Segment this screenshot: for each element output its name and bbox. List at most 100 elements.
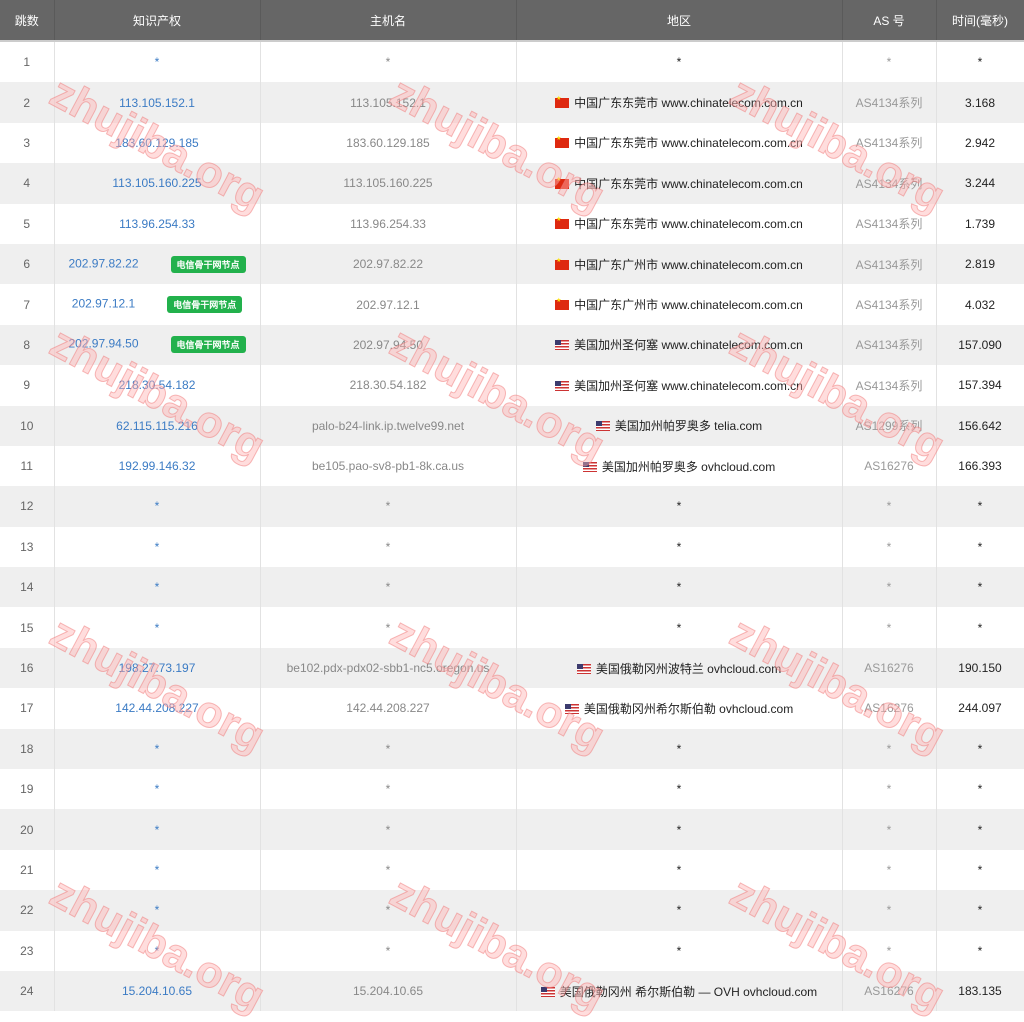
hop-number: 19: [0, 769, 55, 810]
hop-number: 4: [0, 163, 55, 204]
ip-link[interactable]: 113.96.254.33: [119, 216, 195, 231]
flag-us-icon: [555, 380, 570, 391]
table-header: 跳数 知识产权 主机名 地区 AS 号 时间(毫秒): [0, 0, 1024, 42]
as-number: AS4134系列: [842, 82, 937, 123]
as-number: AS4134系列: [842, 324, 937, 366]
ip-cell: *: [54, 890, 261, 931]
header-region[interactable]: 地区: [516, 0, 843, 42]
header-ip[interactable]: 知识产权: [54, 0, 261, 42]
latency: 190.150: [936, 647, 1024, 689]
as-number: AS4134系列: [842, 163, 937, 204]
table-row: 24 15.204.10.65 15.204.10.65 美国俄勒冈州 希尔斯伯…: [0, 970, 1024, 1012]
ip-cell: 202.97.12.1 电信骨干网节点: [54, 284, 261, 325]
as-number: AS16276: [842, 688, 937, 729]
ip-link[interactable]: 202.97.12.1: [71, 296, 136, 311]
hop-number: 17: [0, 688, 55, 729]
region-text: 美国加州帕罗奥多 telia.com: [614, 419, 763, 434]
region-cell: *: [516, 809, 843, 850]
header-hop[interactable]: 跳数: [0, 0, 55, 42]
region-text: *: [676, 822, 682, 837]
region-cell: 中国广东广州市 www.chinatelecom.com.cn: [516, 284, 843, 325]
hostname: *: [260, 890, 517, 931]
latency: 166.393: [936, 445, 1024, 487]
ip-link[interactable]: *: [154, 55, 160, 70]
as-number: *: [842, 486, 937, 527]
region-cell: 美国俄勒冈州希尔斯伯勒 ovhcloud.com: [516, 688, 843, 729]
table-row: 8 202.97.94.50 电信骨干网节点 202.97.94.50 美国加州圣…: [0, 324, 1024, 366]
header-as[interactable]: AS 号: [842, 0, 937, 42]
ip-link[interactable]: 113.105.160.225: [112, 176, 202, 191]
ip-cell: *: [54, 486, 261, 527]
latency: 3.168: [936, 82, 1024, 123]
ip-link[interactable]: 183.60.129.185: [115, 135, 199, 150]
latency: 244.097: [936, 688, 1024, 729]
ip-link[interactable]: *: [154, 580, 160, 595]
region-cell: 美国加州帕罗奥多 telia.com: [516, 405, 843, 446]
hop-number: 9: [0, 365, 55, 406]
ip-cell: 183.60.129.185: [54, 122, 261, 164]
as-number: *: [842, 567, 937, 608]
ip-link[interactable]: 142.44.208.227: [115, 701, 199, 716]
flag-us-icon: [582, 461, 597, 472]
region-cell: 中国广东东莞市 www.chinatelecom.com.cn: [516, 163, 843, 204]
table-row: 19 * * * * *: [0, 769, 1024, 810]
hostname: *: [260, 849, 517, 891]
region-cell: 中国广东东莞市 www.chinatelecom.com.cn: [516, 122, 843, 164]
hop-number: 23: [0, 930, 55, 971]
header-hostname[interactable]: 主机名: [260, 0, 517, 42]
ip-link[interactable]: 62.115.115.216: [116, 418, 198, 433]
as-number: *: [842, 809, 937, 850]
region-text: 美国加州帕罗奥多 ovhcloud.com: [601, 459, 776, 474]
ip-link[interactable]: *: [154, 620, 160, 635]
table-row: 23 * * * * *: [0, 930, 1024, 971]
flag-us-icon: [564, 703, 579, 714]
latency: 157.394: [936, 365, 1024, 406]
ip-cell: 113.105.152.1: [54, 82, 261, 123]
ip-link[interactable]: 113.105.152.1: [119, 95, 195, 110]
as-number: AS1299系列: [842, 405, 937, 446]
table-row: 20 * * * * *: [0, 809, 1024, 850]
as-number: AS4134系列: [842, 284, 937, 325]
ip-link[interactable]: *: [154, 822, 160, 837]
latency: *: [936, 567, 1024, 608]
latency: *: [936, 486, 1024, 527]
as-number: AS4134系列: [842, 365, 937, 406]
as-number: *: [842, 769, 937, 810]
table-row: 22 * * * * *: [0, 890, 1024, 931]
latency: *: [936, 809, 1024, 850]
header-time[interactable]: 时间(毫秒): [936, 0, 1024, 42]
ip-link[interactable]: *: [154, 863, 160, 877]
table-row: 6 202.97.82.22 电信骨干网节点 202.97.82.22 中国广东广…: [0, 243, 1024, 285]
region-cell: *: [516, 41, 843, 83]
region-cell: *: [516, 486, 843, 527]
ip-link[interactable]: 202.97.82.22: [68, 256, 139, 271]
hop-number: 13: [0, 526, 55, 568]
flag-us-icon: [576, 663, 591, 674]
hostname: *: [260, 526, 517, 568]
flag-us-icon: [595, 421, 610, 432]
latency: *: [936, 849, 1024, 891]
ip-cell: 202.97.82.22 电信骨干网节点: [54, 243, 261, 285]
ip-link[interactable]: *: [154, 782, 160, 797]
latency: 2.819: [936, 243, 1024, 285]
region-text: *: [676, 499, 682, 514]
ip-link[interactable]: 198.27.73.197: [118, 661, 196, 676]
region-text: 中国广东广州市 www.chinatelecom.com.cn: [574, 298, 803, 313]
ip-cell: *: [54, 567, 261, 608]
ip-link[interactable]: 202.97.94.50: [68, 337, 139, 352]
ip-link[interactable]: *: [154, 903, 160, 918]
ip-link[interactable]: 192.99.146.32: [118, 459, 196, 474]
ip-link[interactable]: *: [154, 539, 160, 554]
ip-link[interactable]: 15.204.10.65: [121, 984, 193, 999]
hostname: 142.44.208.227: [260, 688, 517, 729]
ip-link[interactable]: 218.30.54.182: [118, 378, 196, 393]
ip-link[interactable]: *: [154, 499, 160, 514]
ip-link[interactable]: *: [154, 741, 160, 756]
latency: 2.942: [936, 122, 1024, 164]
ip-link[interactable]: *: [154, 943, 160, 958]
region-text: 美国俄勒冈州 希尔斯伯勒 — OVH ovhcloud.com: [559, 984, 818, 999]
hostname: *: [260, 486, 517, 527]
flag-cn-icon: [555, 297, 570, 311]
region-text: 美国俄勒冈州希尔斯伯勒 ovhcloud.com: [583, 701, 794, 716]
hostname: *: [260, 728, 517, 770]
